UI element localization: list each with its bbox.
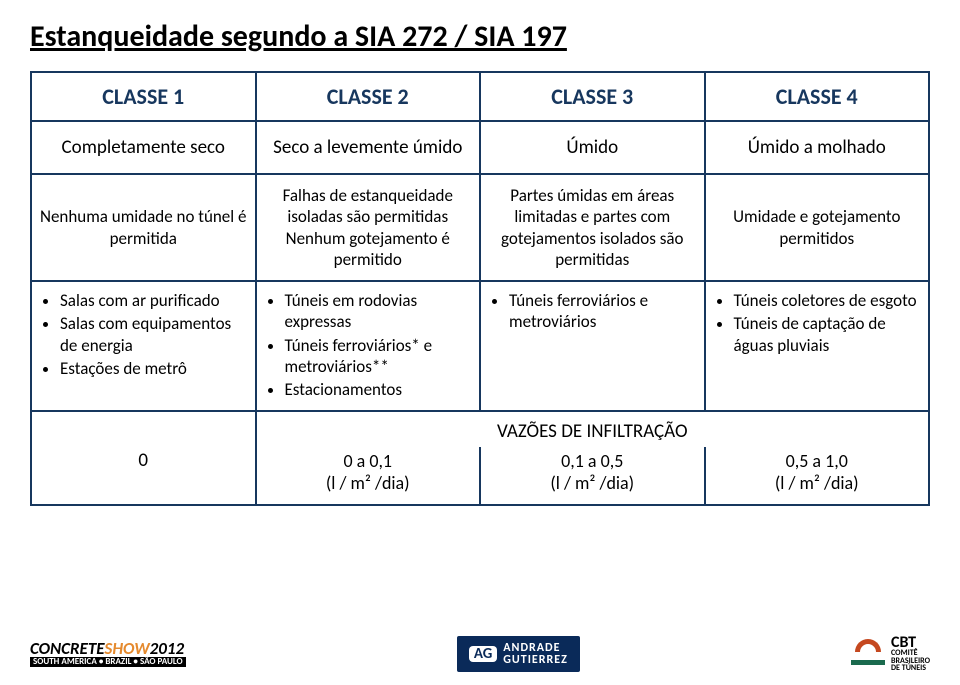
flow-2: 0 a 0,1 (l / m² /dia) <box>256 447 481 505</box>
footer-logos: CONCRETESHOW2012 SOUTH AMERICA • BRAZIL … <box>0 635 960 673</box>
cbt-line-3: DE TÚNEIS <box>891 665 930 673</box>
header-row: CLASSE 1 CLASSE 2 CLASSE 3 CLASSE 4 <box>31 72 929 121</box>
list-item: Salas com ar purificado <box>60 290 249 311</box>
list-item: Túneis coletores de esgoto <box>734 290 923 311</box>
infiltration-header-row: 0 VAZÕES DE INFILTRAÇÃO <box>31 411 929 447</box>
cbt-tunnel-icon <box>851 637 885 671</box>
list-item: Estacionamentos <box>285 379 474 400</box>
desc-4: Umidade e gotejamento permitidos <box>705 174 930 281</box>
ag-badge-icon: AG <box>469 646 497 663</box>
examples-3: Túneis ferroviários e metroviários <box>480 281 705 411</box>
infiltration-label: VAZÕES DE INFILTRAÇÃO <box>256 411 930 447</box>
flow-4-unit: (l / m² /dia) <box>775 472 859 494</box>
condition-1: Completamente seco <box>31 121 256 174</box>
desc-3: Partes úmidas em áreas limitadas e parte… <box>480 174 705 281</box>
examples-4: Túneis coletores de esgoto Túneis de cap… <box>705 281 930 411</box>
header-col-2: CLASSE 2 <box>256 72 481 121</box>
classification-table: CLASSE 1 CLASSE 2 CLASSE 3 CLASSE 4 Comp… <box>30 71 930 506</box>
flow-2-unit: (l / m² /dia) <box>326 472 410 494</box>
list-item: Túneis em rodovias expressas <box>285 290 474 333</box>
desc-1: Nenhuma umidade no túnel é permitida <box>31 174 256 281</box>
flow-4: 0,5 a 1,0 (l / m² /dia) <box>705 447 930 505</box>
flow-2-val: 0 a 0,1 <box>343 450 392 472</box>
condition-3: Úmido <box>480 121 705 174</box>
examples-1: Salas com ar purificado Salas com equipa… <box>31 281 256 411</box>
flow-4-val: 0,5 a 1,0 <box>786 450 848 472</box>
cbt-logo: CBT COMITÊ BRASILEIRO DE TÚNEIS <box>851 635 930 673</box>
condition-row: Completamente seco Seco a levemente úmid… <box>31 121 929 174</box>
header-col-4: CLASSE 4 <box>705 72 930 121</box>
description-row: Nenhuma umidade no túnel é permitida Fal… <box>31 174 929 281</box>
header-col-3: CLASSE 3 <box>480 72 705 121</box>
page-title: Estanqueidade segundo a SIA 272 / SIA 19… <box>30 18 930 55</box>
examples-row: Salas com ar purificado Salas com equipa… <box>31 281 929 411</box>
ag-line-2: GUTIERREZ <box>503 654 568 666</box>
flow-3-val: 0,1 a 0,5 <box>561 450 623 472</box>
andrade-gutierrez-logo: AG ANDRADE GUTIERREZ <box>457 636 580 672</box>
condition-4: Úmido a molhado <box>705 121 930 174</box>
cs-subtitle: SOUTH AMERICA • BRAZIL • SÃO PAULO <box>30 657 186 667</box>
list-item: Estações de metrô <box>60 358 249 379</box>
condition-2: Seco a levemente úmido <box>256 121 481 174</box>
list-item: Túneis ferroviários e metroviários <box>509 290 698 333</box>
desc-2: Falhas de estanqueidade isoladas são per… <box>256 174 481 281</box>
flow-1: 0 <box>31 411 256 505</box>
list-item: Salas com equipamentos de energia <box>60 313 249 356</box>
list-item: Túneis ferroviários* e metroviários** <box>285 335 474 378</box>
flow-3: 0,1 a 0,5 (l / m² /dia) <box>480 447 705 505</box>
concreteshow-logo: CONCRETESHOW2012 SOUTH AMERICA • BRAZIL … <box>30 641 186 666</box>
flow-3-unit: (l / m² /dia) <box>550 472 634 494</box>
list-item: Túneis de captação de águas pluviais <box>734 313 923 356</box>
header-col-1: CLASSE 1 <box>31 72 256 121</box>
examples-2: Túneis em rodovias expressas Túneis ferr… <box>256 281 481 411</box>
